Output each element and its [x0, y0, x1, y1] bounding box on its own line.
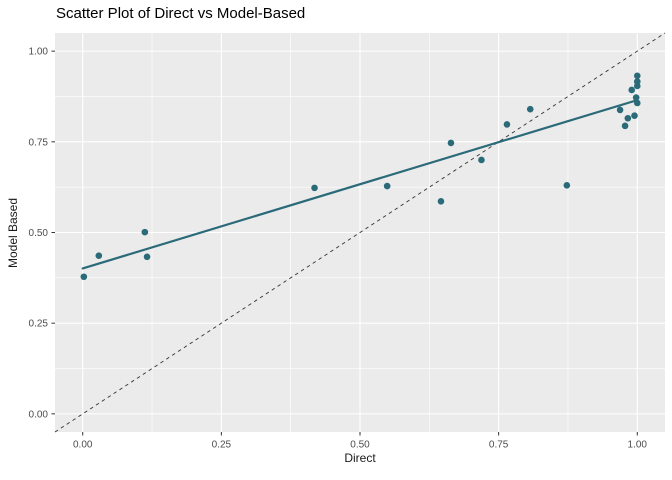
scatter-point — [563, 182, 571, 189]
scatter-point — [447, 139, 455, 147]
x-tick-label: 0.75 — [489, 440, 509, 451]
regression-line — [81, 99, 639, 270]
y-axis-title: Model Based — [6, 197, 20, 269]
scatter-point — [141, 228, 149, 236]
identity-line — [54, 32, 666, 433]
scatter-point — [383, 182, 391, 190]
chart-title: Scatter Plot of Direct vs Model-Based — [56, 5, 306, 22]
scatter-point — [478, 156, 485, 164]
scatter-point — [311, 184, 318, 192]
scatter-point — [437, 198, 445, 205]
y-tick-label: 0.75 — [29, 137, 49, 148]
x-tick-label: 0.50 — [350, 440, 370, 451]
y-tick-label: 0.00 — [29, 409, 49, 420]
scatter-point — [633, 78, 641, 85]
scatter-point — [633, 99, 641, 107]
scatter-point — [621, 122, 629, 130]
scatter-point — [633, 72, 641, 80]
scatter-point — [526, 105, 534, 113]
scatter-point — [143, 253, 151, 261]
scatter-point — [632, 94, 640, 101]
x-tick-label: 0.00 — [73, 440, 93, 451]
y-tick-label: 1.00 — [29, 47, 49, 58]
x-tick-label: 0.25 — [212, 440, 232, 451]
y-tick-label: 0.50 — [29, 228, 49, 239]
scatter-point — [631, 112, 638, 120]
scatter-point — [80, 273, 88, 281]
scatter-point — [616, 106, 624, 114]
x-tick-label: 1.00 — [628, 440, 648, 451]
scatter-point — [624, 114, 632, 122]
x-axis-title: Direct — [344, 451, 376, 465]
scatter-point — [628, 86, 636, 94]
scatter-point — [503, 121, 511, 128]
scatter-point — [95, 252, 103, 260]
y-tick-label: 0.25 — [29, 319, 49, 330]
